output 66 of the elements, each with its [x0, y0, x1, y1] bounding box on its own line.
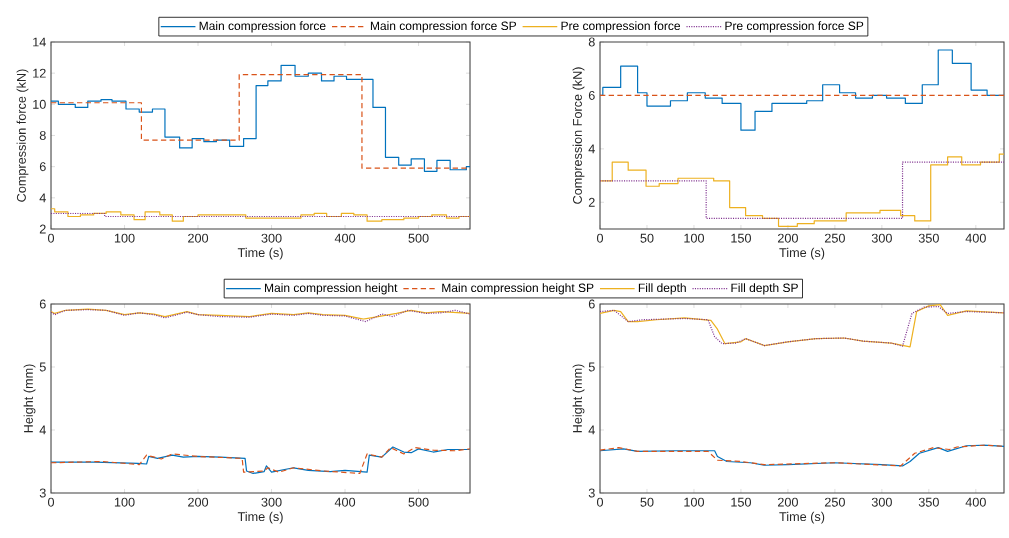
x-tick-label: 50 [640, 497, 654, 507]
y-tick-label: 8 [39, 131, 46, 140]
x-tick-label: 350 [918, 497, 939, 507]
x-tick-label: 400 [965, 497, 986, 507]
x-tick-label: 200 [777, 233, 798, 243]
y-tick-label: 6 [39, 299, 46, 309]
y-tick-label: 6 [588, 90, 595, 100]
y-tick-label: 3 [588, 488, 595, 498]
x-tick-label: 500 [408, 497, 429, 507]
legend-label: Fill depth [638, 283, 686, 295]
y-tick-label: 4 [588, 425, 595, 435]
y-axis-title: Compression force (kN) [16, 69, 29, 202]
x-tick-label: 150 [731, 497, 751, 507]
x-tick-label: 350 [918, 233, 939, 243]
x-tick-label: 300 [871, 233, 892, 243]
x-tick-label: 250 [824, 497, 845, 507]
x-tick-label: 0 [596, 497, 604, 507]
x-tick-label: 300 [261, 233, 282, 243]
y-axis-title: Compression Force (kN) [572, 67, 585, 204]
x-tick-label: 100 [684, 233, 705, 243]
x-tick-label: 200 [777, 497, 798, 507]
x-tick-label: 0 [596, 233, 604, 243]
x-tick-label: 300 [871, 497, 892, 507]
x-tick-label: 100 [114, 233, 135, 243]
x-tick-label: 250 [824, 233, 845, 243]
x-axis-title: Time (s) [779, 511, 825, 524]
x-tick-label: 50 [640, 233, 654, 243]
legend-label: Main compression height SP [442, 283, 594, 295]
y-tick-label: 10 [33, 99, 46, 109]
x-tick-label: 300 [261, 497, 282, 507]
x-tick-label: 400 [965, 233, 986, 243]
y-tick-label: 6 [39, 162, 46, 172]
y-tick-label: 6 [588, 299, 595, 309]
legend-label: Main compression force [199, 21, 326, 33]
x-tick-label: 150 [731, 233, 751, 243]
line-series [600, 444, 1004, 467]
x-axis-title: Time (s) [237, 247, 283, 260]
legend-label: Pre compression force SP [725, 21, 864, 33]
x-tick-label: 0 [47, 497, 55, 507]
x-tick-label: 200 [188, 497, 209, 507]
x-tick-label: 400 [334, 497, 356, 507]
y-tick-label: 2 [39, 224, 46, 234]
x-tick-label: 0 [47, 233, 55, 243]
x-axis-title: Time (s) [779, 247, 825, 260]
y-tick-label: 5 [39, 362, 46, 372]
y-tick-label: 8 [588, 37, 595, 47]
y-tick-label: 2 [588, 197, 595, 207]
x-axis-title: Time (s) [237, 511, 283, 524]
x-tick-label: 100 [114, 497, 135, 507]
y-tick-label: 12 [33, 68, 46, 78]
y-tick-label: 4 [588, 144, 595, 154]
legend-label: Main compression height [265, 283, 398, 295]
x-tick-label: 400 [334, 233, 356, 243]
x-tick-label: 200 [188, 233, 209, 243]
x-tick-label: 500 [408, 233, 429, 243]
y-axis-title: Height (mm) [572, 364, 585, 433]
y-tick-label: 14 [33, 37, 46, 47]
y-axis-title: Height (mm) [23, 364, 36, 433]
y-tick-label: 4 [39, 425, 46, 435]
legend-label: Fill depth SP [731, 283, 798, 295]
y-tick-label: 3 [39, 488, 46, 498]
legend-label: Pre compression force [561, 21, 681, 33]
y-tick-label: 5 [588, 362, 595, 372]
y-tick-label: 4 [39, 193, 46, 203]
x-tick-label: 100 [684, 497, 705, 507]
legend-label: Main compression force SP [370, 21, 517, 33]
